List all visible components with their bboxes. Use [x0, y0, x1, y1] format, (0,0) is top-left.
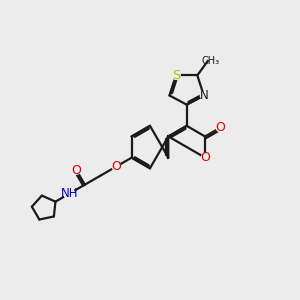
Circle shape: [201, 154, 209, 161]
Text: O: O: [200, 151, 210, 164]
Circle shape: [172, 71, 180, 80]
Text: CH₃: CH₃: [202, 56, 220, 66]
Text: N: N: [200, 89, 208, 102]
Text: NH: NH: [61, 187, 78, 200]
Circle shape: [200, 92, 207, 99]
Circle shape: [64, 188, 74, 199]
Text: O: O: [215, 121, 225, 134]
Circle shape: [216, 124, 224, 132]
Circle shape: [73, 167, 80, 174]
Text: O: O: [111, 160, 121, 173]
Text: O: O: [72, 164, 82, 177]
Circle shape: [112, 163, 120, 170]
Text: S: S: [172, 69, 180, 82]
